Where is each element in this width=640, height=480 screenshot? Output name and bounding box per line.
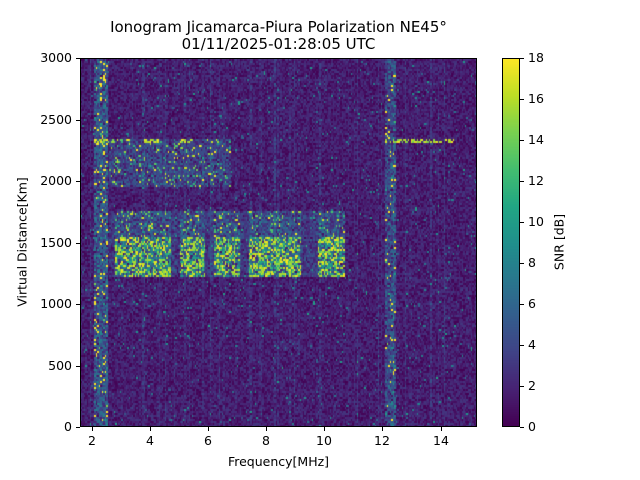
- y-tick: [76, 243, 80, 244]
- colorbar-tick-label: 14: [528, 132, 544, 147]
- y-tick-label: 2500: [40, 112, 72, 127]
- colorbar-tick-label: 16: [528, 91, 544, 106]
- x-tick-label: 14: [433, 433, 449, 448]
- x-tick-label: 6: [204, 433, 212, 448]
- plot-area: [80, 58, 477, 427]
- y-tick: [76, 120, 80, 121]
- colorbar-tick: [520, 386, 524, 387]
- x-tick: [150, 427, 151, 431]
- y-axis-label: Virtual Distance[Km]: [14, 177, 30, 307]
- y-tick-label: 0: [64, 419, 72, 434]
- colorbar-tick: [520, 181, 524, 182]
- x-tick: [382, 427, 383, 431]
- x-tick: [324, 427, 325, 431]
- chart-title: Ionogram Jicamarca-Piura Polarization NE…: [110, 18, 447, 36]
- y-tick-label: 3000: [40, 50, 72, 65]
- y-tick-label: 1000: [40, 296, 72, 311]
- y-tick: [76, 181, 80, 182]
- colorbar-tick-label: 2: [528, 378, 536, 393]
- colorbar-tick-label: 6: [528, 296, 536, 311]
- y-tick: [76, 366, 80, 367]
- y-tick: [76, 427, 80, 428]
- y-tick: [76, 304, 80, 305]
- colorbar-tick: [520, 345, 524, 346]
- colorbar: [502, 58, 520, 427]
- x-axis-label: Frequency[MHz]: [227, 454, 330, 469]
- x-tick: [92, 427, 93, 431]
- y-tick: [76, 58, 80, 59]
- x-tick-label: 4: [146, 433, 154, 448]
- x-tick-label: 12: [374, 433, 390, 448]
- colorbar-tick: [520, 304, 524, 305]
- ionogram-heatmap: [81, 59, 476, 426]
- colorbar-tick: [520, 140, 524, 141]
- colorbar-label: SNR [dB]: [551, 213, 567, 271]
- x-tick: [441, 427, 442, 431]
- colorbar-tick-label: 18: [528, 50, 544, 65]
- colorbar-tick: [520, 99, 524, 100]
- colorbar-tick: [520, 222, 524, 223]
- colorbar-tick-label: 0: [528, 419, 536, 434]
- x-tick-label: 2: [88, 433, 96, 448]
- colorbar-tick-label: 8: [528, 255, 536, 270]
- colorbar-tick: [520, 58, 524, 59]
- chart-subtitle: 01/11/2025-01:28:05 UTC: [181, 35, 376, 53]
- y-tick-label: 1500: [40, 235, 72, 250]
- x-tick: [266, 427, 267, 431]
- colorbar-tick-label: 12: [528, 173, 544, 188]
- colorbar-gradient: [503, 59, 519, 426]
- colorbar-tick: [520, 427, 524, 428]
- x-tick: [208, 427, 209, 431]
- x-tick-label: 10: [316, 433, 332, 448]
- y-tick-label: 2000: [40, 173, 72, 188]
- y-tick-label: 500: [48, 358, 72, 373]
- colorbar-tick-label: 4: [528, 337, 536, 352]
- x-tick-label: 8: [262, 433, 270, 448]
- colorbar-tick: [520, 263, 524, 264]
- colorbar-tick-label: 10: [528, 214, 544, 229]
